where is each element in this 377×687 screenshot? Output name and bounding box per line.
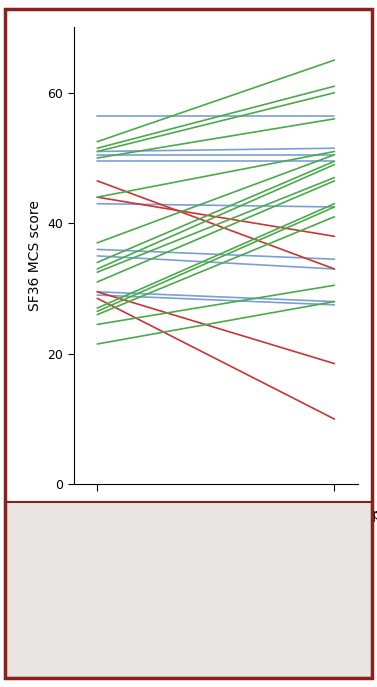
Text: is statistically significant with P = .015 (Wilcoxon: is statistically significant with P = .0… [25, 629, 300, 640]
Text: last follow-up: last follow-up [288, 508, 377, 522]
Text: (MCS). For the prospective group of patients (n =: (MCS). For the prospective group of pati… [25, 534, 301, 545]
Text: 24), pre- and postoperative MCS ratings are connected: 24), pre- and postoperative MCS ratings … [25, 558, 331, 569]
Text: Quality of life improvement, mental component summary: Quality of life improvement, mental comp… [67, 510, 377, 521]
Text: signed-rank test).: signed-rank test). [25, 653, 123, 664]
Text: preoperative: preoperative [53, 508, 142, 522]
Text: points (blue), MCS improved (green). MCS improvement: points (blue), MCS improved (green). MCS… [25, 606, 339, 616]
Y-axis label: SF36 MCS score: SF36 MCS score [28, 201, 42, 311]
Text: FIGURE 3.: FIGURE 3. [25, 510, 89, 521]
Text: by lines: MCS deteriorated (red), MCS change within 5: by lines: MCS deteriorated (red), MCS ch… [25, 582, 331, 592]
